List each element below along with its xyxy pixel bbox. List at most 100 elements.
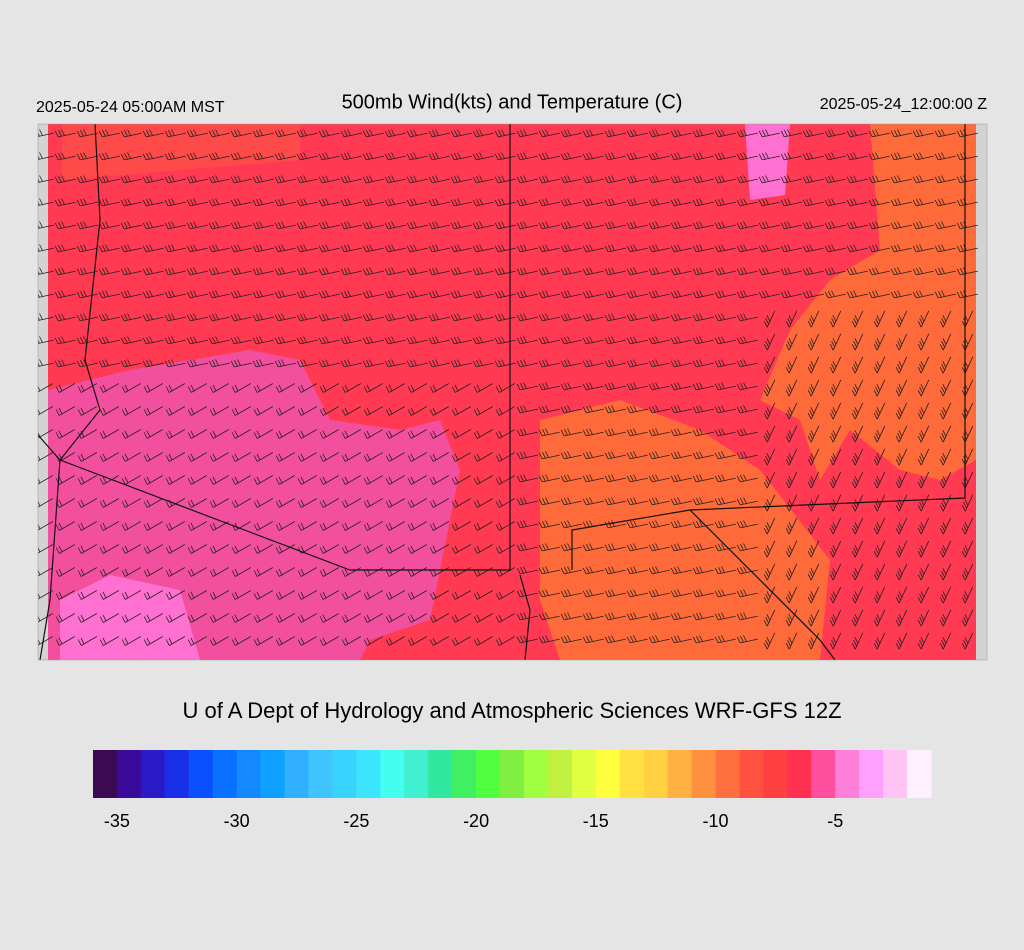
wind-barb [560,451,582,460]
wind-barb [516,635,538,644]
wind-barb [802,221,824,230]
wind-barb [406,244,428,253]
wind-barb [143,636,163,646]
wind-barb [319,452,339,462]
wind-barb [851,632,864,650]
wind-barb [626,520,648,529]
wind-barb [807,356,820,374]
wind-barb [895,425,908,443]
wind-barb [428,267,450,276]
wind-barb [692,175,714,184]
wind-barb [868,129,890,138]
wind-barb [890,244,912,253]
wind-barb [143,590,163,600]
wind-barb [98,175,120,184]
wind-barb [692,612,714,621]
wind-barb [274,175,296,184]
wind-barb [428,244,450,253]
wind-barb [785,333,798,351]
wind-barb [780,175,802,184]
wind-barb [297,613,317,623]
wind-barb [956,152,978,161]
wind-barb [917,448,930,466]
wind-barb [714,612,736,621]
wind-barb [77,498,97,508]
wind-barb [142,359,164,368]
wind-barb [758,129,780,138]
wind-barb [98,313,120,322]
wind-barb [763,563,776,581]
wind-barb [648,198,670,207]
wind-barb [407,383,427,393]
wind-barb [297,452,317,462]
wind-barb [851,379,864,397]
wind-barb [340,244,362,253]
wind-barb [187,475,207,485]
wind-barb [165,613,185,623]
wind-barb [802,129,824,138]
wind-barb [626,428,648,437]
wind-barb [582,336,604,345]
wind-barb [186,336,208,345]
wind-barb [38,452,53,462]
wind-barb [560,543,582,552]
wind-barb [230,267,252,276]
wind-barb [538,497,560,506]
wind-barb [407,590,427,600]
wind-barb [384,129,406,138]
wind-barb [275,567,295,577]
wind-barb [890,152,912,161]
wind-barb [407,452,427,462]
wind-barb [341,452,361,462]
wind-barb [912,290,934,299]
wind-barb [187,383,207,393]
wind-barb [253,498,273,508]
wind-barb [939,310,952,328]
credit: U of A Dept of Hydrology and Atmospheric… [182,698,841,723]
wind-barb [736,428,758,437]
wind-barb [77,521,97,531]
wind-barb [54,175,76,184]
wind-barb [714,221,736,230]
wind-barb [121,567,141,577]
wind-barb [912,221,934,230]
colorbar-tick-label: -30 [224,811,250,831]
wind-barb [846,198,868,207]
wind-barb [917,356,930,374]
wind-barb [187,429,207,439]
wind-barb [76,290,98,299]
colorbar-box [500,750,525,798]
wind-barb [76,244,98,253]
wind-barb [692,129,714,138]
wind-barb [98,198,120,207]
wind-barb [164,244,186,253]
wind-barb [807,448,820,466]
wind-barb [626,175,648,184]
wind-barb [851,356,864,374]
wind-barb [319,383,339,393]
wind-barb [785,402,798,420]
wind-barb [961,402,974,420]
wind-barb [252,198,274,207]
wind-barb [429,636,449,646]
wind-barb [495,613,515,623]
wind-barb [495,383,515,393]
wind-barb [165,567,185,577]
wind-barb [829,402,842,420]
wind-barb [895,448,908,466]
wind-barb [450,359,472,368]
wind-barb [714,382,736,391]
wind-barb [164,221,186,230]
wind-barb [120,313,142,322]
wind-barb [956,290,978,299]
wind-barb [934,152,956,161]
wind-barb [76,152,98,161]
wind-barb [763,517,776,535]
wind-barb [780,152,802,161]
wind-barb [934,198,956,207]
wind-barb [961,425,974,443]
wind-barb [362,221,384,230]
wind-barb [318,221,340,230]
wind-barb [868,244,890,253]
colorbar-box [787,750,812,798]
